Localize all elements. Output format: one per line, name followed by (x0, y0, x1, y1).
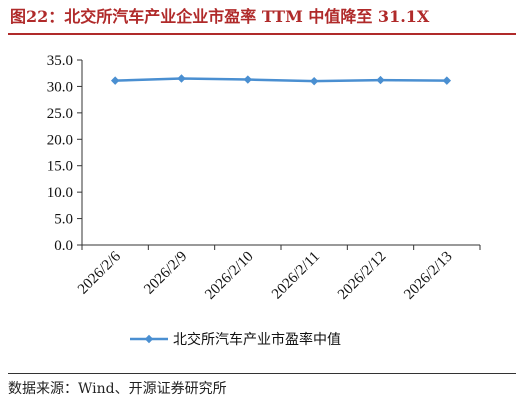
data-point-marker (110, 76, 120, 85)
data-point-marker (177, 74, 186, 83)
legend-label: 北交所汽车产业市盈率中值 (173, 331, 341, 348)
y-tick-label: 20.0 (47, 132, 73, 148)
x-tick-label: 2026/2/11 (269, 249, 323, 303)
data-point-marker (442, 76, 452, 85)
source-divider (8, 373, 516, 374)
title-divider (8, 33, 516, 35)
y-tick-label: 15.0 (47, 159, 73, 175)
x-tick-label: 2026/2/10 (202, 249, 256, 303)
y-tick-label: 35.0 (47, 53, 73, 69)
y-tick-label: 25.0 (47, 106, 73, 122)
data-point-marker (309, 76, 319, 86)
y-axis: 0.0 5.0 10.0 15.0 20.0 25.0 30.0 35.0 (47, 53, 83, 254)
data-point-marker (243, 75, 253, 84)
line-chart: 0.0 5.0 10.0 15.0 20.0 25.0 30.0 35.0 2026/2/6 2… (47, 53, 481, 348)
legend: 北交所汽车产业市盈率中值 (130, 331, 341, 348)
x-tick-label: 2026/2/13 (401, 249, 455, 303)
y-tick-label: 5.0 (54, 212, 73, 228)
series-group (110, 74, 452, 86)
y-tick-label: 0.0 (54, 238, 73, 254)
x-tick-label: 2026/2/6 (75, 248, 124, 297)
series-line (115, 77, 447, 83)
data-point-marker (376, 75, 385, 85)
y-tick-label: 30.0 (47, 79, 73, 95)
legend-swatch-marker (144, 334, 154, 344)
x-tick-label: 2026/2/12 (335, 249, 389, 303)
x-axis: 2026/2/6 2026/2/9 2026/2/10 2026/2/11 2026/2… (75, 244, 481, 303)
source-note: 数据来源：Wind、开源证券研究所 (8, 381, 227, 397)
y-tick-label: 10.0 (47, 185, 73, 201)
x-tick-label: 2026/2/9 (141, 249, 190, 298)
chart-title: 图22：北交所汽车产业企业市盈率 TTM 中值降至 31.1X (10, 7, 430, 26)
